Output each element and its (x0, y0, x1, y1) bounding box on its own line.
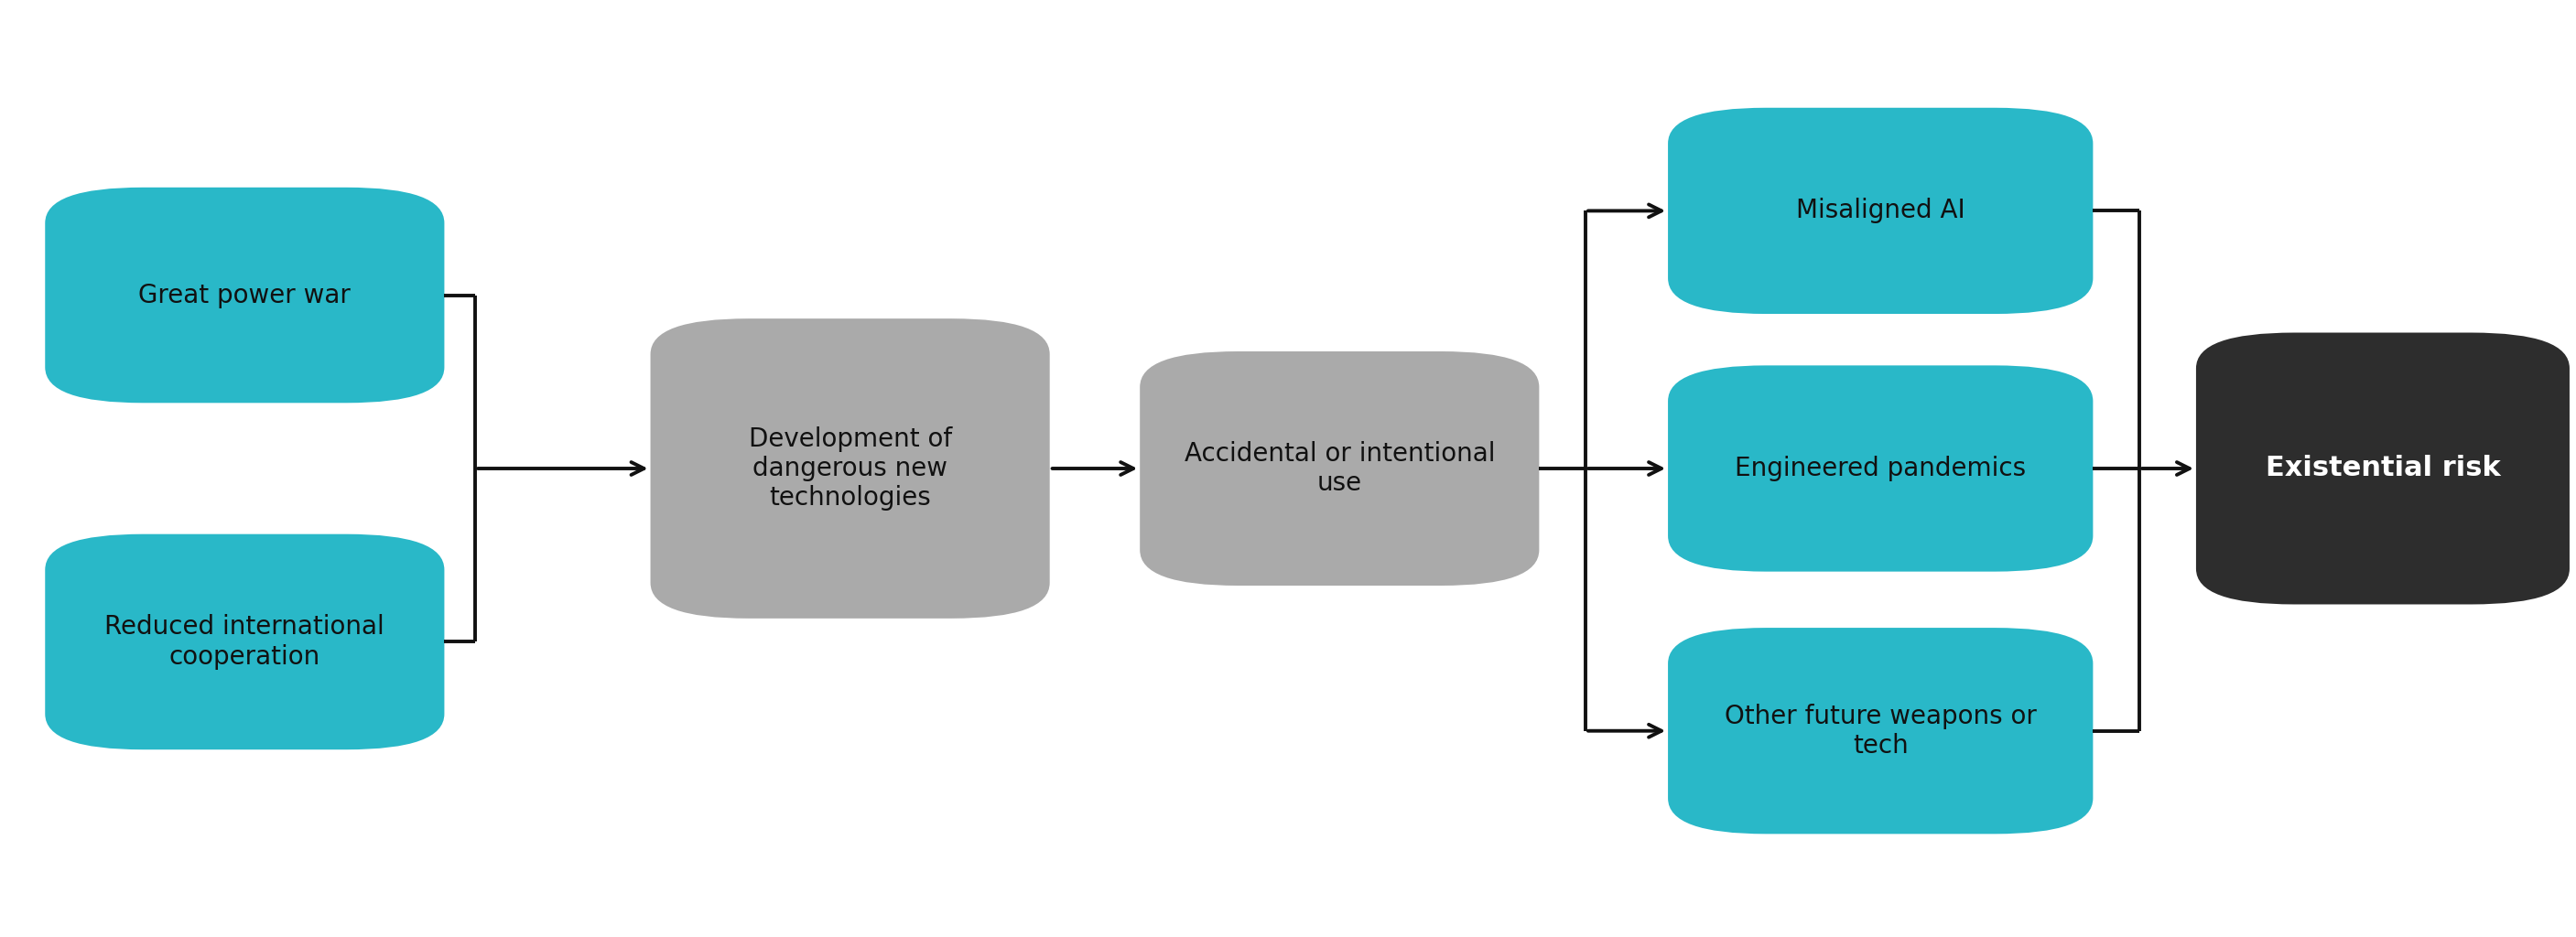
FancyBboxPatch shape (2195, 333, 2571, 604)
Text: Great power war: Great power war (139, 282, 350, 308)
Text: Misaligned AI: Misaligned AI (1795, 198, 1965, 224)
FancyBboxPatch shape (1669, 365, 2092, 572)
Text: Other future weapons or
tech: Other future weapons or tech (1723, 704, 2038, 758)
Text: Development of
dangerous new
technologies: Development of dangerous new technologie… (750, 426, 951, 511)
Text: Engineered pandemics: Engineered pandemics (1734, 455, 2027, 482)
FancyBboxPatch shape (46, 534, 443, 750)
Text: Accidental or intentional
use: Accidental or intentional use (1185, 441, 1494, 496)
FancyBboxPatch shape (649, 319, 1051, 618)
FancyBboxPatch shape (1669, 628, 2092, 834)
Text: Existential risk: Existential risk (2264, 455, 2501, 482)
Text: Reduced international
cooperation: Reduced international cooperation (106, 615, 384, 669)
FancyBboxPatch shape (1669, 108, 2092, 314)
FancyBboxPatch shape (1139, 351, 1540, 586)
FancyBboxPatch shape (46, 187, 443, 403)
